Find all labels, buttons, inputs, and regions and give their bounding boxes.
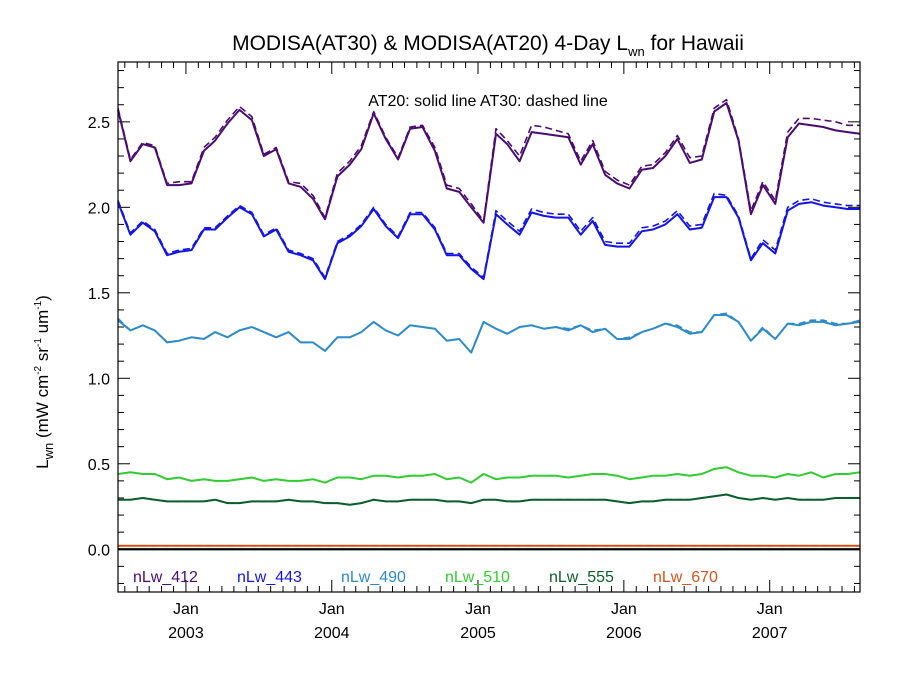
tick-labels: 0.0 0.5 1.0 1.5 2.0 2.5 Jan 2003 Jan 2004 Jan 2005 J… <box>88 115 788 642</box>
legend: nLw_412 nLw_443 nLw_490 nLw_510 nLw_555 nLw_6… <box>133 569 718 586</box>
x-tick-month-label: Jan <box>319 601 345 618</box>
x-tick-month-label: Jan <box>173 601 199 618</box>
y-tick-label: 2.5 <box>88 115 110 132</box>
x-tick-month-label: Jan <box>611 601 637 618</box>
series-line-nLw_510-at20-solid <box>117 466 861 484</box>
series-lines <box>117 98 861 551</box>
series-line-nLw_555-at20-solid <box>118 493 860 506</box>
legend-entry-nLw_412: nLw_412 <box>133 569 198 586</box>
legend-entry-nLw_670: nLw_670 <box>653 569 718 586</box>
x-tick-month-label: Jan <box>757 601 783 618</box>
legend-entry-nLw_555: nLw_555 <box>549 569 614 586</box>
series-line-nLw_443-at20-solid <box>117 196 860 281</box>
y-tick-label: 0.0 <box>88 542 110 559</box>
y-tick-label: 0.5 <box>88 457 110 474</box>
plot-frame <box>117 61 861 593</box>
legend-entry-nLw_510: nLw_510 <box>445 569 510 586</box>
y-tick-label: 2.0 <box>88 200 110 217</box>
line-style-note: AT20: solid line AT30: dashed line <box>368 93 608 110</box>
x-tick-year-label: 2007 <box>752 625 788 642</box>
axis-ticks <box>118 62 860 592</box>
y-tick-label: 1.0 <box>88 371 110 388</box>
x-tick-month-label: Jan <box>465 601 491 618</box>
series-line-nLw_412-at20-solid <box>117 102 861 224</box>
y-axis-label: Lwn (mW cm-2 sr-1 um-1) <box>33 295 56 469</box>
series-line-nLw_490-at20-solid <box>117 314 861 354</box>
legend-entry-nLw_443: nLw_443 <box>237 569 302 586</box>
x-tick-year-label: 2005 <box>460 625 496 642</box>
legend-entry-nLw_490: nLw_490 <box>341 569 406 586</box>
x-tick-year-label: 2006 <box>606 625 642 642</box>
x-tick-year-label: 2004 <box>314 625 350 642</box>
chart-title: MODISA(AT30) & MODISA(AT20) 4-Day Lwn fo… <box>232 32 744 59</box>
x-tick-year-label: 2003 <box>168 625 204 642</box>
series-line-nLw_490-at30-dashed <box>117 312 861 354</box>
y-tick-label: 1.5 <box>88 286 110 303</box>
